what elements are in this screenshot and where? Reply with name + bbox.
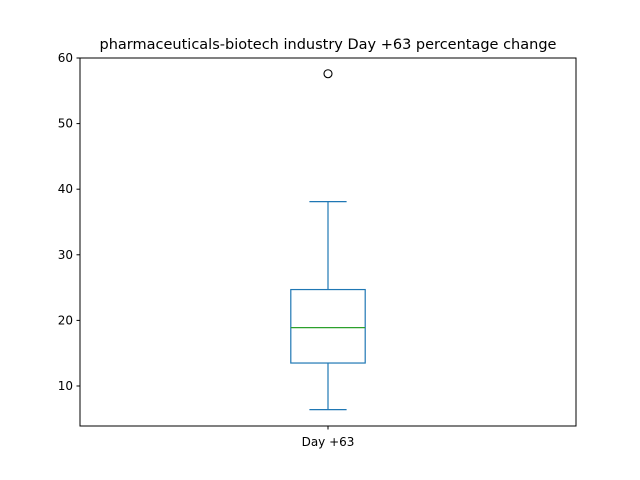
y-tick-label: 60 bbox=[58, 51, 73, 65]
chart-title: pharmaceuticals-biotech industry Day +63… bbox=[100, 37, 557, 53]
plot-area: 10 20 30 40 50 60 Day +63 bbox=[58, 51, 366, 449]
y-tick-label: 50 bbox=[58, 117, 73, 131]
y-tick-label: 20 bbox=[58, 313, 73, 327]
iqr-box bbox=[290, 288, 366, 364]
axes-frame bbox=[79, 57, 577, 427]
y-tick-label: 30 bbox=[58, 248, 73, 262]
x-tick-label: Day +63 bbox=[302, 435, 355, 449]
y-tick-label: 40 bbox=[58, 182, 73, 196]
outlier-point bbox=[323, 69, 333, 79]
y-tick-label: 10 bbox=[58, 379, 73, 393]
